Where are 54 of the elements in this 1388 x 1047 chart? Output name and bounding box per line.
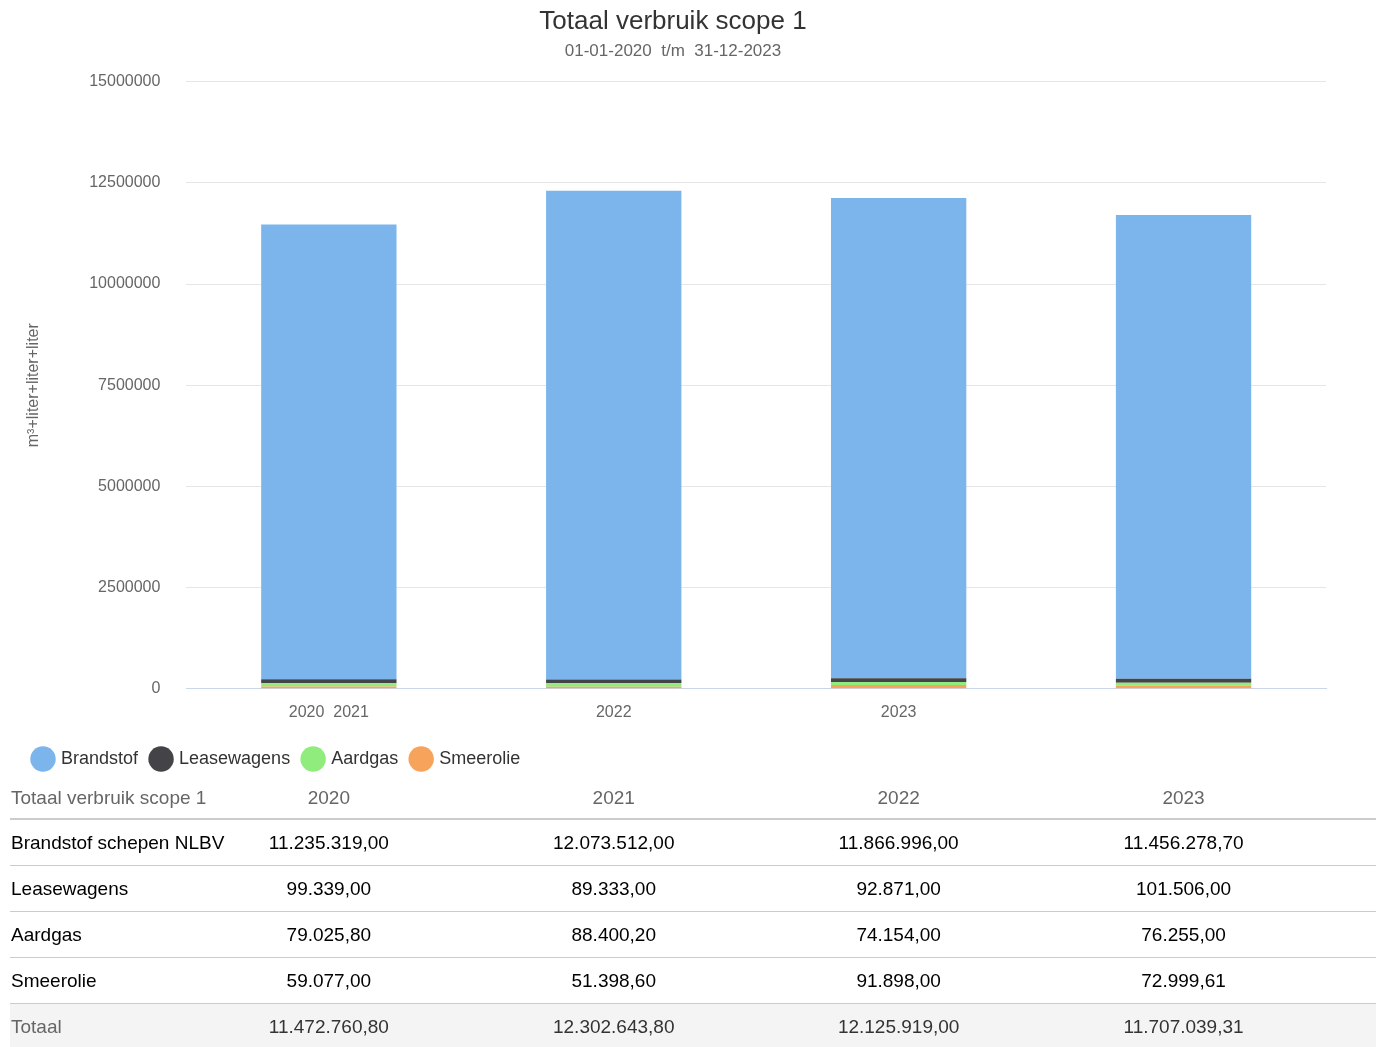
bar bbox=[830, 678, 967, 683]
x-tick-label: 2020 2021 bbox=[288, 702, 369, 720]
data-label: 11.235.319,00 bbox=[268, 831, 389, 855]
data-label: 79.025,80 bbox=[286, 923, 372, 947]
bar bbox=[1115, 214, 1252, 679]
legend-label: Leasewagens bbox=[179, 747, 291, 768]
y-tick-label: 7500000 bbox=[98, 375, 161, 393]
data-label: 11.456.278,70 bbox=[1123, 831, 1244, 855]
text: 2020 bbox=[307, 786, 350, 810]
chart-title: Totaal verbruik scope 1 bbox=[539, 4, 807, 35]
text: 2022 bbox=[877, 786, 920, 810]
y-tick-label: 15000000 bbox=[89, 72, 161, 90]
y-tick-label: 10000000 bbox=[89, 274, 161, 292]
text: 12.125.919,00 bbox=[837, 1015, 960, 1039]
text: 12.302.643,80 bbox=[552, 1015, 675, 1039]
data-label: 74.154,00 bbox=[856, 923, 941, 947]
data-label: 51.398,60 bbox=[571, 969, 656, 993]
data-label: 11.866.996,00 bbox=[838, 831, 959, 855]
y-axis-title: m³+liter+liter+liter bbox=[24, 322, 42, 448]
text: Totaal verbruik scope 1 bbox=[11, 786, 207, 810]
legend-label: Smeerolie bbox=[439, 747, 521, 768]
text: Smeerolie bbox=[11, 970, 97, 991]
text: Aardgas bbox=[11, 924, 82, 945]
bar bbox=[830, 197, 967, 679]
data-label: 88.400,20 bbox=[571, 923, 656, 947]
data-label: 91.898,00 bbox=[856, 969, 941, 993]
chart-subtitle: 01-01-2020 t/m 31-12-2023 bbox=[564, 41, 782, 61]
data-label: 92.871,00 bbox=[856, 877, 941, 901]
x-tick-label: 2023 bbox=[880, 702, 917, 720]
data-label: 12.073.512,00 bbox=[552, 831, 675, 855]
legend-label: Aardgas bbox=[331, 747, 399, 768]
y-tick-label: 12500000 bbox=[89, 173, 161, 191]
legend-label: Brandstof bbox=[61, 747, 140, 768]
text: 11.707.039,31 bbox=[1123, 1015, 1244, 1039]
text: 2023 bbox=[1162, 786, 1205, 810]
x-tick-label: 2022 bbox=[595, 702, 632, 720]
text: Leasewagens bbox=[11, 878, 129, 899]
text: 11.472.760,80 bbox=[268, 1015, 389, 1039]
bar bbox=[546, 190, 682, 680]
data-label: 59.077,00 bbox=[286, 969, 372, 993]
y-tick-label: 2500000 bbox=[98, 578, 161, 596]
data-label: 72.999,61 bbox=[1141, 969, 1226, 993]
bar bbox=[1115, 678, 1252, 683]
y-tick-label: 5000000 bbox=[98, 476, 161, 494]
bar bbox=[261, 224, 397, 680]
data-label: 76.255,00 bbox=[1141, 923, 1226, 947]
data-label: 99.339,00 bbox=[286, 877, 372, 901]
data-label: 101.506,00 bbox=[1136, 877, 1232, 901]
text: Totaal bbox=[11, 1015, 62, 1039]
text: Brandstof schepen NLBV bbox=[11, 831, 225, 855]
bar bbox=[261, 679, 397, 684]
y-tick-label: 0 bbox=[151, 679, 161, 697]
text: 2021 bbox=[592, 786, 635, 810]
data-label: 89.333,00 bbox=[571, 877, 656, 901]
